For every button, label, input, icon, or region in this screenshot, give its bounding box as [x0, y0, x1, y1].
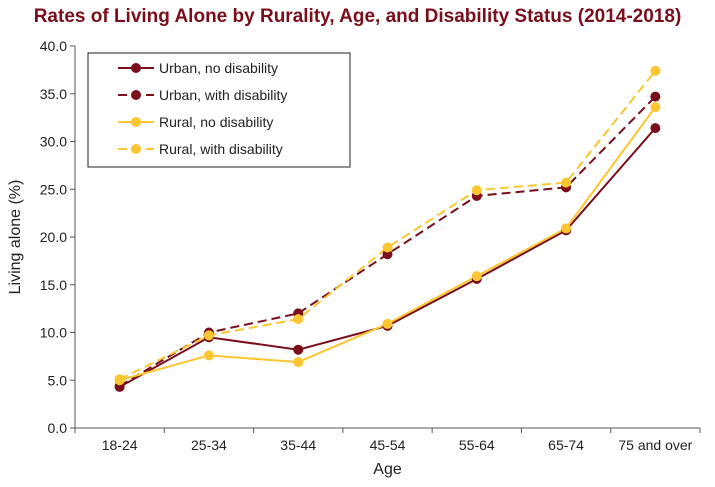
- legend-swatch-marker: [131, 63, 141, 73]
- data-point: [471, 271, 482, 282]
- y-axis-title: Living alone (%): [7, 180, 24, 295]
- x-tick-label: 45-54: [370, 437, 406, 453]
- data-point: [471, 185, 482, 196]
- legend: Urban, no disability Urban, with disabili…: [87, 52, 351, 168]
- legend-label: Rural, with disability: [159, 141, 283, 157]
- data-point: [382, 318, 393, 329]
- y-tick-label: 10.0: [40, 325, 67, 341]
- data-point: [293, 314, 304, 325]
- data-point: [203, 330, 214, 341]
- y-tick-label: 20.0: [40, 229, 67, 245]
- data-point: [293, 344, 304, 355]
- x-tick-label: 25-34: [191, 437, 227, 453]
- y-tick-label: 35.0: [40, 86, 67, 102]
- data-point: [650, 65, 661, 76]
- x-tick-label: 75 and over: [618, 437, 692, 453]
- data-point: [382, 242, 393, 253]
- data-point: [650, 91, 661, 102]
- legend-swatch-marker: [131, 90, 141, 100]
- data-point: [650, 102, 661, 113]
- series-points: [114, 65, 661, 392]
- legend-swatch-marker: [131, 144, 141, 154]
- data-point: [293, 357, 304, 368]
- chart-title: Rates of Living Alone by Rurality, Age, …: [33, 6, 682, 27]
- data-point: [203, 350, 214, 361]
- legend-label: Urban, with disability: [159, 87, 287, 103]
- x-tick-label: 65-74: [548, 437, 584, 453]
- data-point: [650, 123, 661, 134]
- legend-label: Urban, no disability: [159, 60, 278, 76]
- y-tick-label: 5.0: [48, 372, 68, 388]
- legend-swatch-marker: [131, 117, 141, 127]
- x-tick-label: 55-64: [459, 437, 495, 453]
- data-point: [561, 177, 572, 188]
- y-tick-label: 25.0: [40, 181, 67, 197]
- legend-label: Rural, no disability: [159, 114, 273, 130]
- data-point: [561, 223, 572, 234]
- data-point: [114, 374, 125, 385]
- x-tick-label: 35-44: [280, 437, 316, 453]
- y-tick-label: 30.0: [40, 134, 67, 150]
- x-tick-label: 18-24: [102, 437, 138, 453]
- x-axis-ticks: 18-24 25-34 35-44 45-54 55-64 65-74 75 and ove…: [74, 428, 701, 453]
- y-tick-label: 15.0: [40, 277, 67, 293]
- x-axis-title: Age: [373, 461, 402, 478]
- y-tick-label: 40.0: [40, 38, 67, 54]
- y-axis-ticks: 0.0 5.0 10.0 15.0 20.0 25.0 30.0 35.0 40.0: [40, 38, 75, 436]
- y-tick-label: 0.0: [48, 420, 68, 436]
